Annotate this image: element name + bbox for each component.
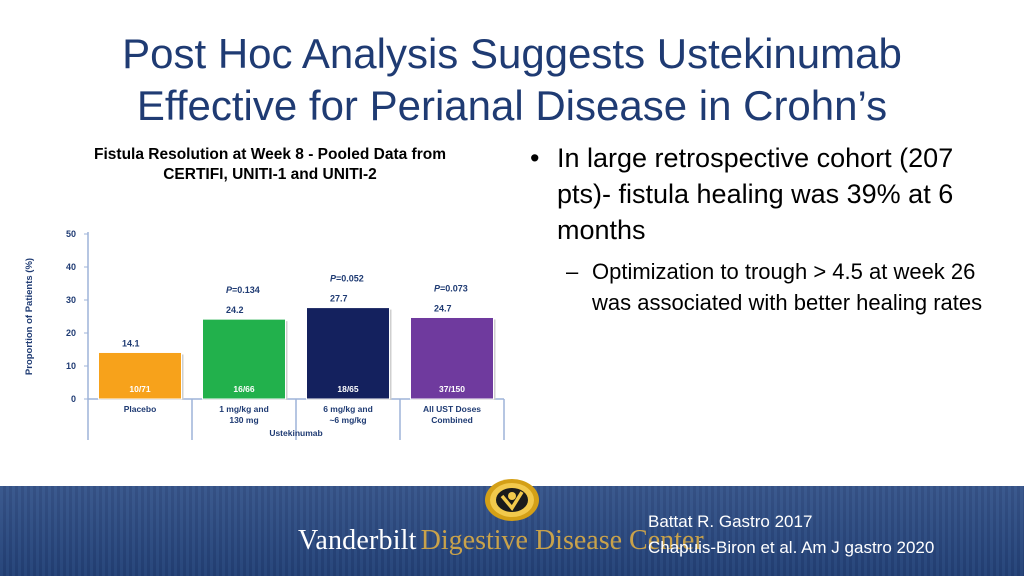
vanderbilt-emblem-icon	[485, 479, 539, 521]
y-tick-label: 40	[66, 262, 76, 272]
bar	[410, 316, 494, 400]
bullet-marker: •	[530, 143, 540, 173]
x-category-label: 1 mg/kg and	[219, 404, 269, 414]
y-tick-label: 0	[71, 394, 76, 404]
y-tick-label: 10	[66, 361, 76, 371]
sub-bullet-item: – Optimization to trough > 4.5 at week 2…	[530, 256, 1010, 318]
x-category-label: Placebo	[124, 404, 157, 414]
p-value-label: P=0.134	[226, 285, 260, 295]
p-value-label: P=0.073	[434, 283, 468, 293]
bar-count-label: 18/65	[337, 384, 359, 394]
brand-digestive-disease-center: Digestive Disease Center	[420, 525, 704, 556]
bullet-item: • In large retrospective cohort (207 pts…	[530, 140, 1010, 248]
vanderbilt-brand: Vanderbilt Digestive Disease Center	[298, 525, 704, 557]
bar-chart: Proportion of Patients (%) 0 10 20 30 40 50 14.…	[24, 229, 505, 440]
bar-count-label: 16/66	[233, 384, 255, 394]
chart-caption-line-2: CERTIFI, UNITI-1 and UNITI-2	[163, 166, 377, 183]
p-value: =0.073	[440, 283, 468, 293]
bar-value-label: 27.7	[330, 294, 348, 304]
references: Battat R. Gastro 2017 Chapuis-Biron et a…	[648, 509, 934, 561]
reference-1: Battat R. Gastro 2017	[648, 512, 813, 531]
bar-count-label: 10/71	[129, 384, 151, 394]
reference-2: Chapuis-Biron et al. Am J gastro 2020	[648, 538, 935, 557]
bar-value-label: 24.7	[434, 303, 452, 313]
chart-caption-line-1: Fistula Resolution at Week 8 - Pooled Da…	[94, 146, 446, 163]
bar	[202, 318, 286, 400]
p-value-label: P=0.052	[330, 274, 364, 284]
slide-title-line-2: Effective for Perianal Disease in Crohn’…	[136, 82, 888, 129]
x-category-label: 6 mg/kg and	[323, 404, 373, 414]
p-value: =0.134	[232, 285, 260, 295]
p-value: =0.052	[336, 274, 364, 284]
bullet-list: • In large retrospective cohort (207 pts…	[530, 140, 1010, 318]
y-tick-label: 50	[66, 229, 76, 239]
bar	[98, 351, 182, 400]
bullet-text: In large retrospective cohort (207 pts)-…	[557, 143, 954, 245]
slide-title: Post Hoc Analysis Suggests Ustekinumab E…	[0, 28, 1024, 132]
y-tick-label: 30	[66, 295, 76, 305]
sub-bullet-marker: –	[566, 259, 579, 284]
x-group-label: Ustekinumab	[269, 428, 322, 438]
slide-title-line-1: Post Hoc Analysis Suggests Ustekinumab	[122, 30, 902, 77]
sub-bullet-text: Optimization to trough > 4.5 at week 26 …	[592, 259, 983, 315]
y-axis-label: Proportion of Patients (%)	[24, 258, 35, 375]
y-tick-label: 20	[66, 328, 76, 338]
bar-count-label: 37/150	[439, 384, 465, 394]
x-category-label: 130 mg	[229, 415, 258, 425]
x-category-label: All UST Doses	[423, 404, 481, 414]
brand-vanderbilt: Vanderbilt	[298, 525, 417, 556]
chart-caption: Fistula Resolution at Week 8 - Pooled Da…	[50, 145, 490, 185]
bar-value-label: 14.1	[122, 338, 140, 348]
x-category-label: ~6 mg/kg	[329, 415, 366, 425]
bar	[306, 307, 390, 400]
bar-value-label: 24.2	[226, 305, 244, 315]
p-symbol: P	[434, 283, 441, 293]
p-symbol: P	[330, 274, 337, 284]
p-symbol: P	[226, 285, 233, 295]
x-category-label: Combined	[431, 415, 473, 425]
